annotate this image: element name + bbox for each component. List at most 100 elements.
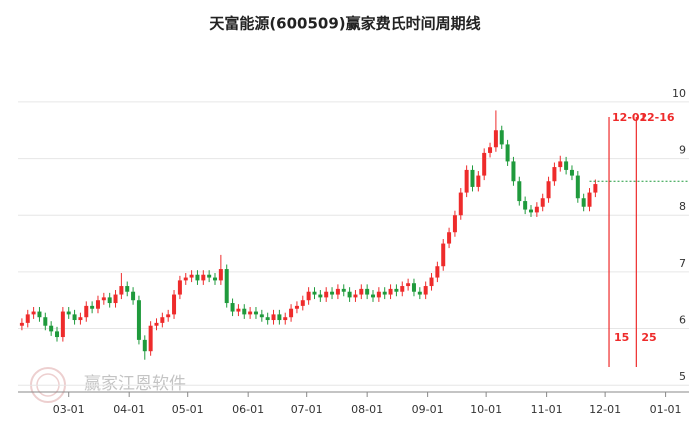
candle-body xyxy=(277,314,282,321)
candle-body xyxy=(517,181,522,202)
candle-body xyxy=(49,325,54,332)
y-tick-label: 5 xyxy=(679,370,686,383)
candle-body xyxy=(177,280,182,295)
x-tick-label: 11-01 xyxy=(531,403,563,416)
candle-body xyxy=(511,161,516,182)
y-tick-label: 6 xyxy=(679,314,686,327)
candle-body xyxy=(248,311,253,315)
candle-body xyxy=(335,288,340,295)
x-tick-label: 10-01 xyxy=(470,403,502,416)
y-tick-label: 9 xyxy=(679,144,686,157)
candle-body xyxy=(505,144,510,162)
candle-body xyxy=(382,291,387,295)
candle-body xyxy=(552,167,557,182)
candle-body xyxy=(72,314,77,321)
x-tick-label: 07-01 xyxy=(291,403,323,416)
candle-body xyxy=(347,291,352,298)
x-tick-label: 08-01 xyxy=(351,403,383,416)
candle-body xyxy=(189,274,194,278)
candle-body xyxy=(581,198,586,207)
candle-body xyxy=(131,291,136,301)
candle-body xyxy=(90,305,95,309)
candle-body xyxy=(119,286,124,295)
candle-body xyxy=(224,269,229,304)
candle-body xyxy=(534,206,539,213)
candle-body xyxy=(575,175,580,199)
candle-body xyxy=(66,311,71,315)
candle-body xyxy=(376,291,381,298)
x-tick-label: 06-01 xyxy=(232,403,264,416)
candle-body xyxy=(587,192,592,207)
candle-body xyxy=(113,294,118,304)
candle-body xyxy=(365,288,370,295)
cycle-date-label: 12-02 xyxy=(612,111,647,124)
x-tick-label: 01-01 xyxy=(650,403,682,416)
candle-body xyxy=(289,308,294,318)
candle-body xyxy=(400,286,405,292)
candle-body xyxy=(452,215,457,233)
candle-body xyxy=(31,311,36,315)
candle-body xyxy=(37,311,42,318)
candle-body xyxy=(388,288,393,295)
candle-body xyxy=(242,308,247,315)
candle-body xyxy=(523,201,528,210)
candle-body xyxy=(470,169,475,187)
candle-body xyxy=(593,184,598,193)
candle-body xyxy=(95,300,100,309)
candle-body xyxy=(417,291,422,295)
candle-body xyxy=(84,305,89,318)
candle-body xyxy=(394,288,399,292)
candle-body xyxy=(236,308,241,312)
candle-body xyxy=(312,291,317,295)
cycle-count-label: 15 xyxy=(614,331,629,344)
candle-body xyxy=(253,311,258,315)
candle-body xyxy=(78,317,83,321)
candle-body xyxy=(283,317,288,321)
candle-body xyxy=(271,314,276,321)
candle-body xyxy=(259,314,264,318)
candle-body xyxy=(306,291,311,301)
candle-body xyxy=(125,286,130,292)
candle-body xyxy=(429,277,434,287)
candle-body xyxy=(300,300,305,306)
candle-body xyxy=(201,274,206,281)
candle-body xyxy=(294,305,299,309)
candle-body xyxy=(213,277,218,281)
y-tick-label: 7 xyxy=(679,257,686,270)
candle-body xyxy=(558,161,563,168)
x-tick-label: 05-01 xyxy=(172,403,204,416)
candle-body xyxy=(19,322,24,326)
candle-body xyxy=(230,303,235,312)
candle-body xyxy=(458,192,463,216)
candle-body xyxy=(371,294,376,298)
chart-title: 天富能源(600509)赢家费氏时间周期线 xyxy=(209,15,480,33)
candle-body xyxy=(341,288,346,292)
candle-body xyxy=(569,169,574,176)
candle-body xyxy=(195,274,200,281)
candle-body xyxy=(172,294,177,315)
x-tick-label: 09-01 xyxy=(412,403,444,416)
candle-body xyxy=(43,317,48,326)
candle-body xyxy=(101,297,106,301)
candle-body xyxy=(476,175,481,187)
candle-body xyxy=(540,198,545,207)
candle-body xyxy=(411,283,416,292)
candle-body xyxy=(324,291,329,298)
candle-body xyxy=(423,286,428,295)
candle-body xyxy=(148,325,153,352)
candle-body xyxy=(207,274,212,278)
candle-body xyxy=(464,169,469,193)
candle-body xyxy=(318,294,323,298)
candle-body xyxy=(441,243,446,267)
watermark: 赢家江恩软件 xyxy=(84,374,186,394)
candle-body xyxy=(447,232,452,244)
y-tick-label: 10 xyxy=(672,87,686,100)
candle-body xyxy=(529,209,534,213)
candle-body xyxy=(218,269,223,281)
candle-body xyxy=(183,277,188,281)
candle-body xyxy=(353,294,358,298)
candle-body xyxy=(435,266,440,278)
candle-body xyxy=(60,311,65,338)
